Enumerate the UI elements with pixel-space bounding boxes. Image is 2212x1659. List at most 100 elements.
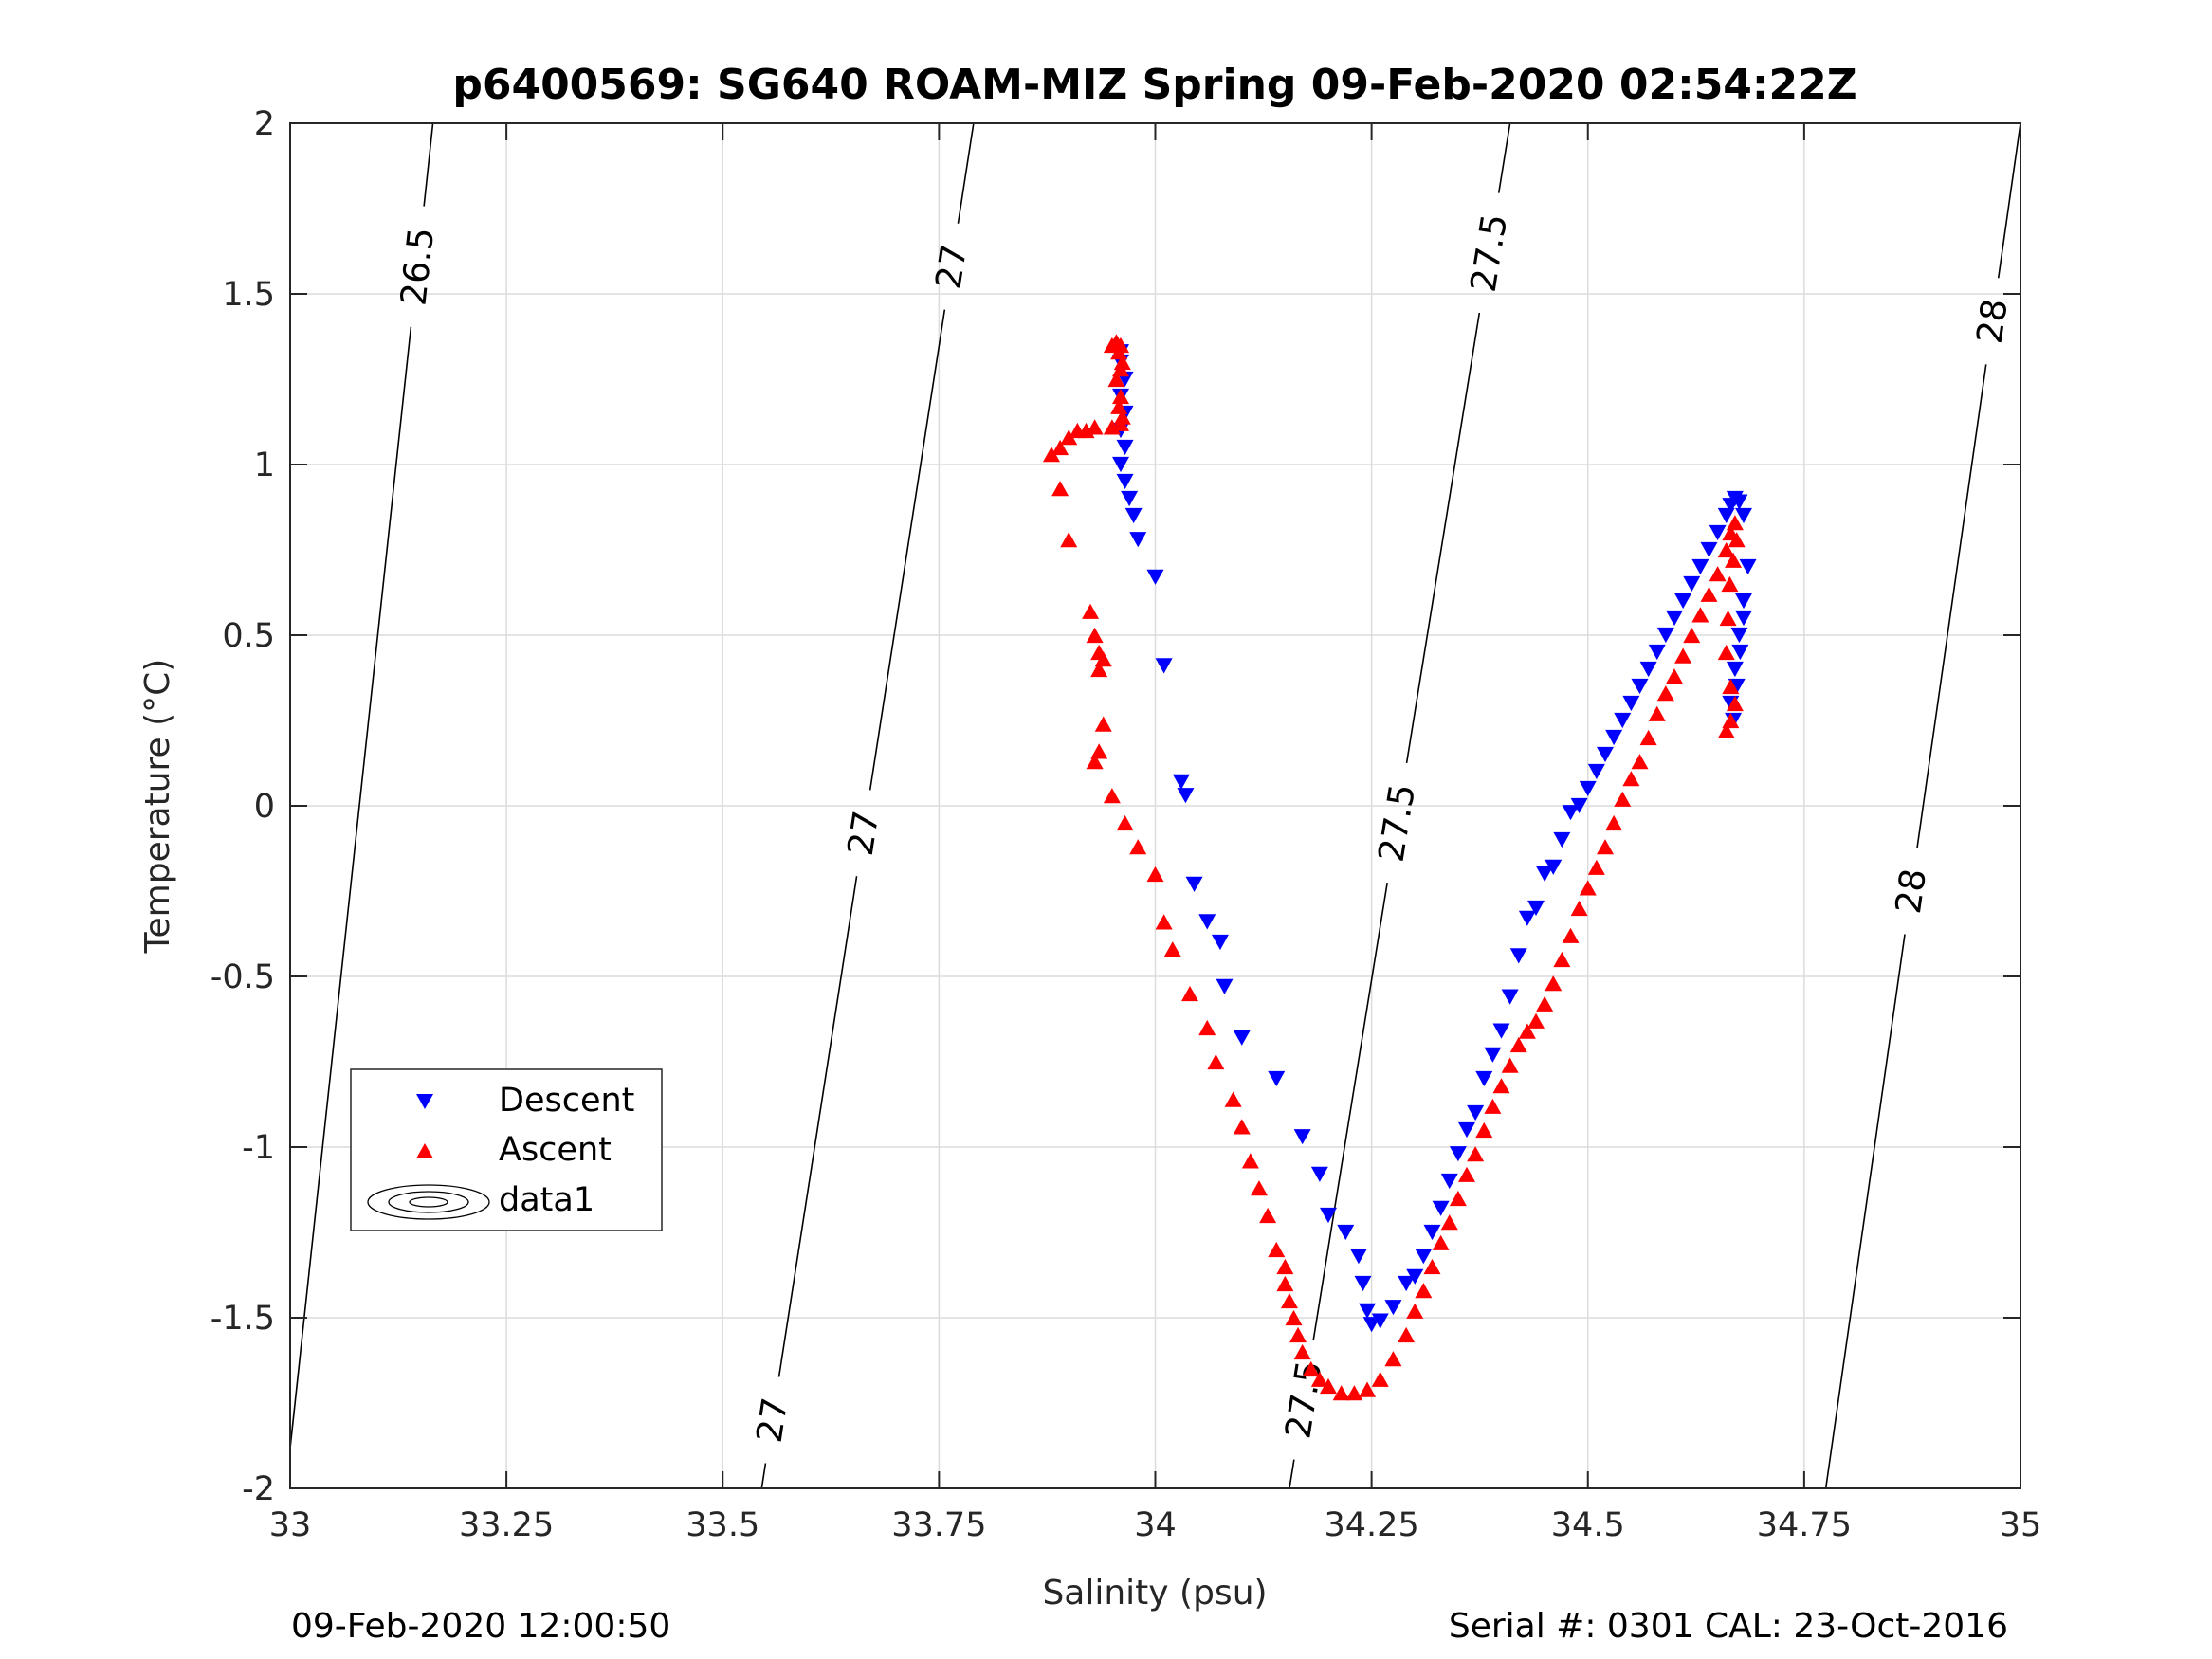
- ascent-point: [1553, 951, 1571, 968]
- descent-point: [1121, 490, 1139, 507]
- y-tick-label-4: 0: [254, 788, 275, 826]
- ascent-point: [1268, 1241, 1286, 1258]
- descent-point: [1614, 712, 1632, 729]
- ascent-point: [1631, 754, 1649, 770]
- descent-point: [1432, 1200, 1450, 1216]
- ascent-point: [1726, 695, 1744, 712]
- y-axis-label: Temperature (°C): [138, 659, 177, 955]
- ascent-point: [1467, 1146, 1485, 1162]
- descent-point: [1553, 831, 1571, 848]
- ascent-point: [1639, 729, 1657, 746]
- descent-point: [1359, 1303, 1377, 1319]
- ascent-point: [1432, 1234, 1450, 1250]
- ascent-point: [1043, 447, 1060, 463]
- ascent-point: [1251, 1180, 1268, 1196]
- ascent-point: [1614, 791, 1632, 807]
- contour-label-26.5-0: 26.5: [393, 226, 442, 308]
- descent-point: [1185, 876, 1203, 892]
- ascent-point: [1492, 1078, 1510, 1094]
- descent-point: [1700, 541, 1718, 558]
- descent-point: [1458, 1121, 1475, 1139]
- descent-point: [1415, 1249, 1433, 1265]
- ascent-point: [1717, 541, 1735, 558]
- ascent-point: [1359, 1381, 1377, 1397]
- legend-descent-marker: [416, 1094, 433, 1109]
- x-axis-label: Salinity (psu): [1042, 1574, 1267, 1613]
- descent-point: [1622, 695, 1640, 712]
- y-tick-label-3: -0.5: [210, 958, 275, 996]
- ascent-point: [1090, 661, 1108, 678]
- ascent-point: [1181, 985, 1198, 1002]
- ascent-point: [1622, 771, 1640, 787]
- ascent-point: [1280, 1292, 1298, 1309]
- contour-27.5-segment-1: [1312, 883, 1388, 1340]
- ascent-point: [1683, 627, 1701, 644]
- descent-point: [1527, 900, 1545, 917]
- x-tick-label-4: 34: [1134, 1506, 1177, 1544]
- ascent-point: [1719, 610, 1737, 627]
- descent-point: [1349, 1249, 1367, 1265]
- contour-27-segment-1: [777, 876, 858, 1377]
- descent-point: [1666, 610, 1683, 627]
- ascent-point: [1332, 1385, 1350, 1401]
- descent-point: [1739, 558, 1757, 575]
- descent-point: [1730, 627, 1748, 644]
- legend-descent-label: Descent: [499, 1082, 634, 1120]
- ascent-point: [1536, 995, 1554, 1012]
- descent-point: [1449, 1146, 1467, 1162]
- ascent-point: [1570, 900, 1588, 917]
- ascent-point: [1103, 419, 1121, 435]
- ascent-point: [1406, 1303, 1424, 1319]
- x-tick-label-2: 33.5: [686, 1506, 759, 1544]
- x-tick-label-6: 34.5: [1551, 1506, 1625, 1544]
- contour-label-28-0: 28: [1888, 866, 1934, 917]
- descent-point: [1211, 934, 1229, 951]
- descent-point: [1579, 780, 1597, 797]
- ascent-point: [1241, 1153, 1259, 1169]
- ascent-point: [1726, 515, 1744, 531]
- descent-point: [1639, 661, 1657, 678]
- contour-27-segment-0: [760, 1463, 767, 1488]
- y-tick-label-5: 0.5: [222, 617, 275, 655]
- descent-point: [1384, 1300, 1402, 1316]
- y-tick-label-0: -2: [242, 1470, 275, 1508]
- descent-point: [1683, 575, 1701, 592]
- descent-point: [1406, 1268, 1424, 1285]
- ascent-point: [1579, 880, 1597, 896]
- descent-point: [1691, 558, 1709, 575]
- ascent-point: [1501, 1057, 1519, 1073]
- footer-serial-cal: Serial #: 0301 CAL: 23-Oct-2016: [1449, 1607, 2008, 1646]
- ascent-point: [1449, 1190, 1467, 1207]
- descent-point: [1536, 866, 1554, 883]
- ascent-point: [1597, 839, 1614, 855]
- descent-point: [1735, 610, 1752, 627]
- contour-26.5-segment-1: [423, 123, 434, 207]
- contour-26.5-segment-0: [290, 326, 412, 1456]
- descent-point: [1320, 1207, 1337, 1224]
- y-tick-label-8: 2: [254, 105, 275, 143]
- ascent-point: [1051, 481, 1069, 497]
- ascent-point: [1440, 1214, 1458, 1231]
- ascent-point: [1518, 1023, 1536, 1039]
- x-tick-label-0: 33: [269, 1506, 312, 1544]
- ascent-point: [1224, 1091, 1242, 1107]
- descent-point: [1155, 658, 1173, 674]
- ascent-point: [1285, 1309, 1303, 1326]
- descent-point: [1398, 1275, 1416, 1292]
- ascent-point: [1691, 607, 1709, 623]
- descent-point: [1597, 746, 1614, 763]
- ascent-point: [1310, 1371, 1328, 1387]
- descent-point: [1570, 797, 1588, 814]
- ascent-point: [1293, 1343, 1311, 1360]
- descent-point: [1129, 532, 1147, 548]
- ascent-point: [1112, 388, 1129, 405]
- contour-label-28-1: 28: [1969, 296, 2016, 346]
- descent-point: [1545, 859, 1563, 875]
- y-tick-label-1: -1.5: [210, 1300, 275, 1338]
- axis-ticks: 33 33.25 33.5 33.75 34 34.25 34.5 34.75 35 -2 -1.5…: [210, 105, 2042, 1544]
- contour-27-segment-2: [868, 309, 946, 791]
- descent-point: [1310, 1166, 1328, 1182]
- ascent-point: [1415, 1283, 1433, 1299]
- ascent-point: [1146, 866, 1164, 883]
